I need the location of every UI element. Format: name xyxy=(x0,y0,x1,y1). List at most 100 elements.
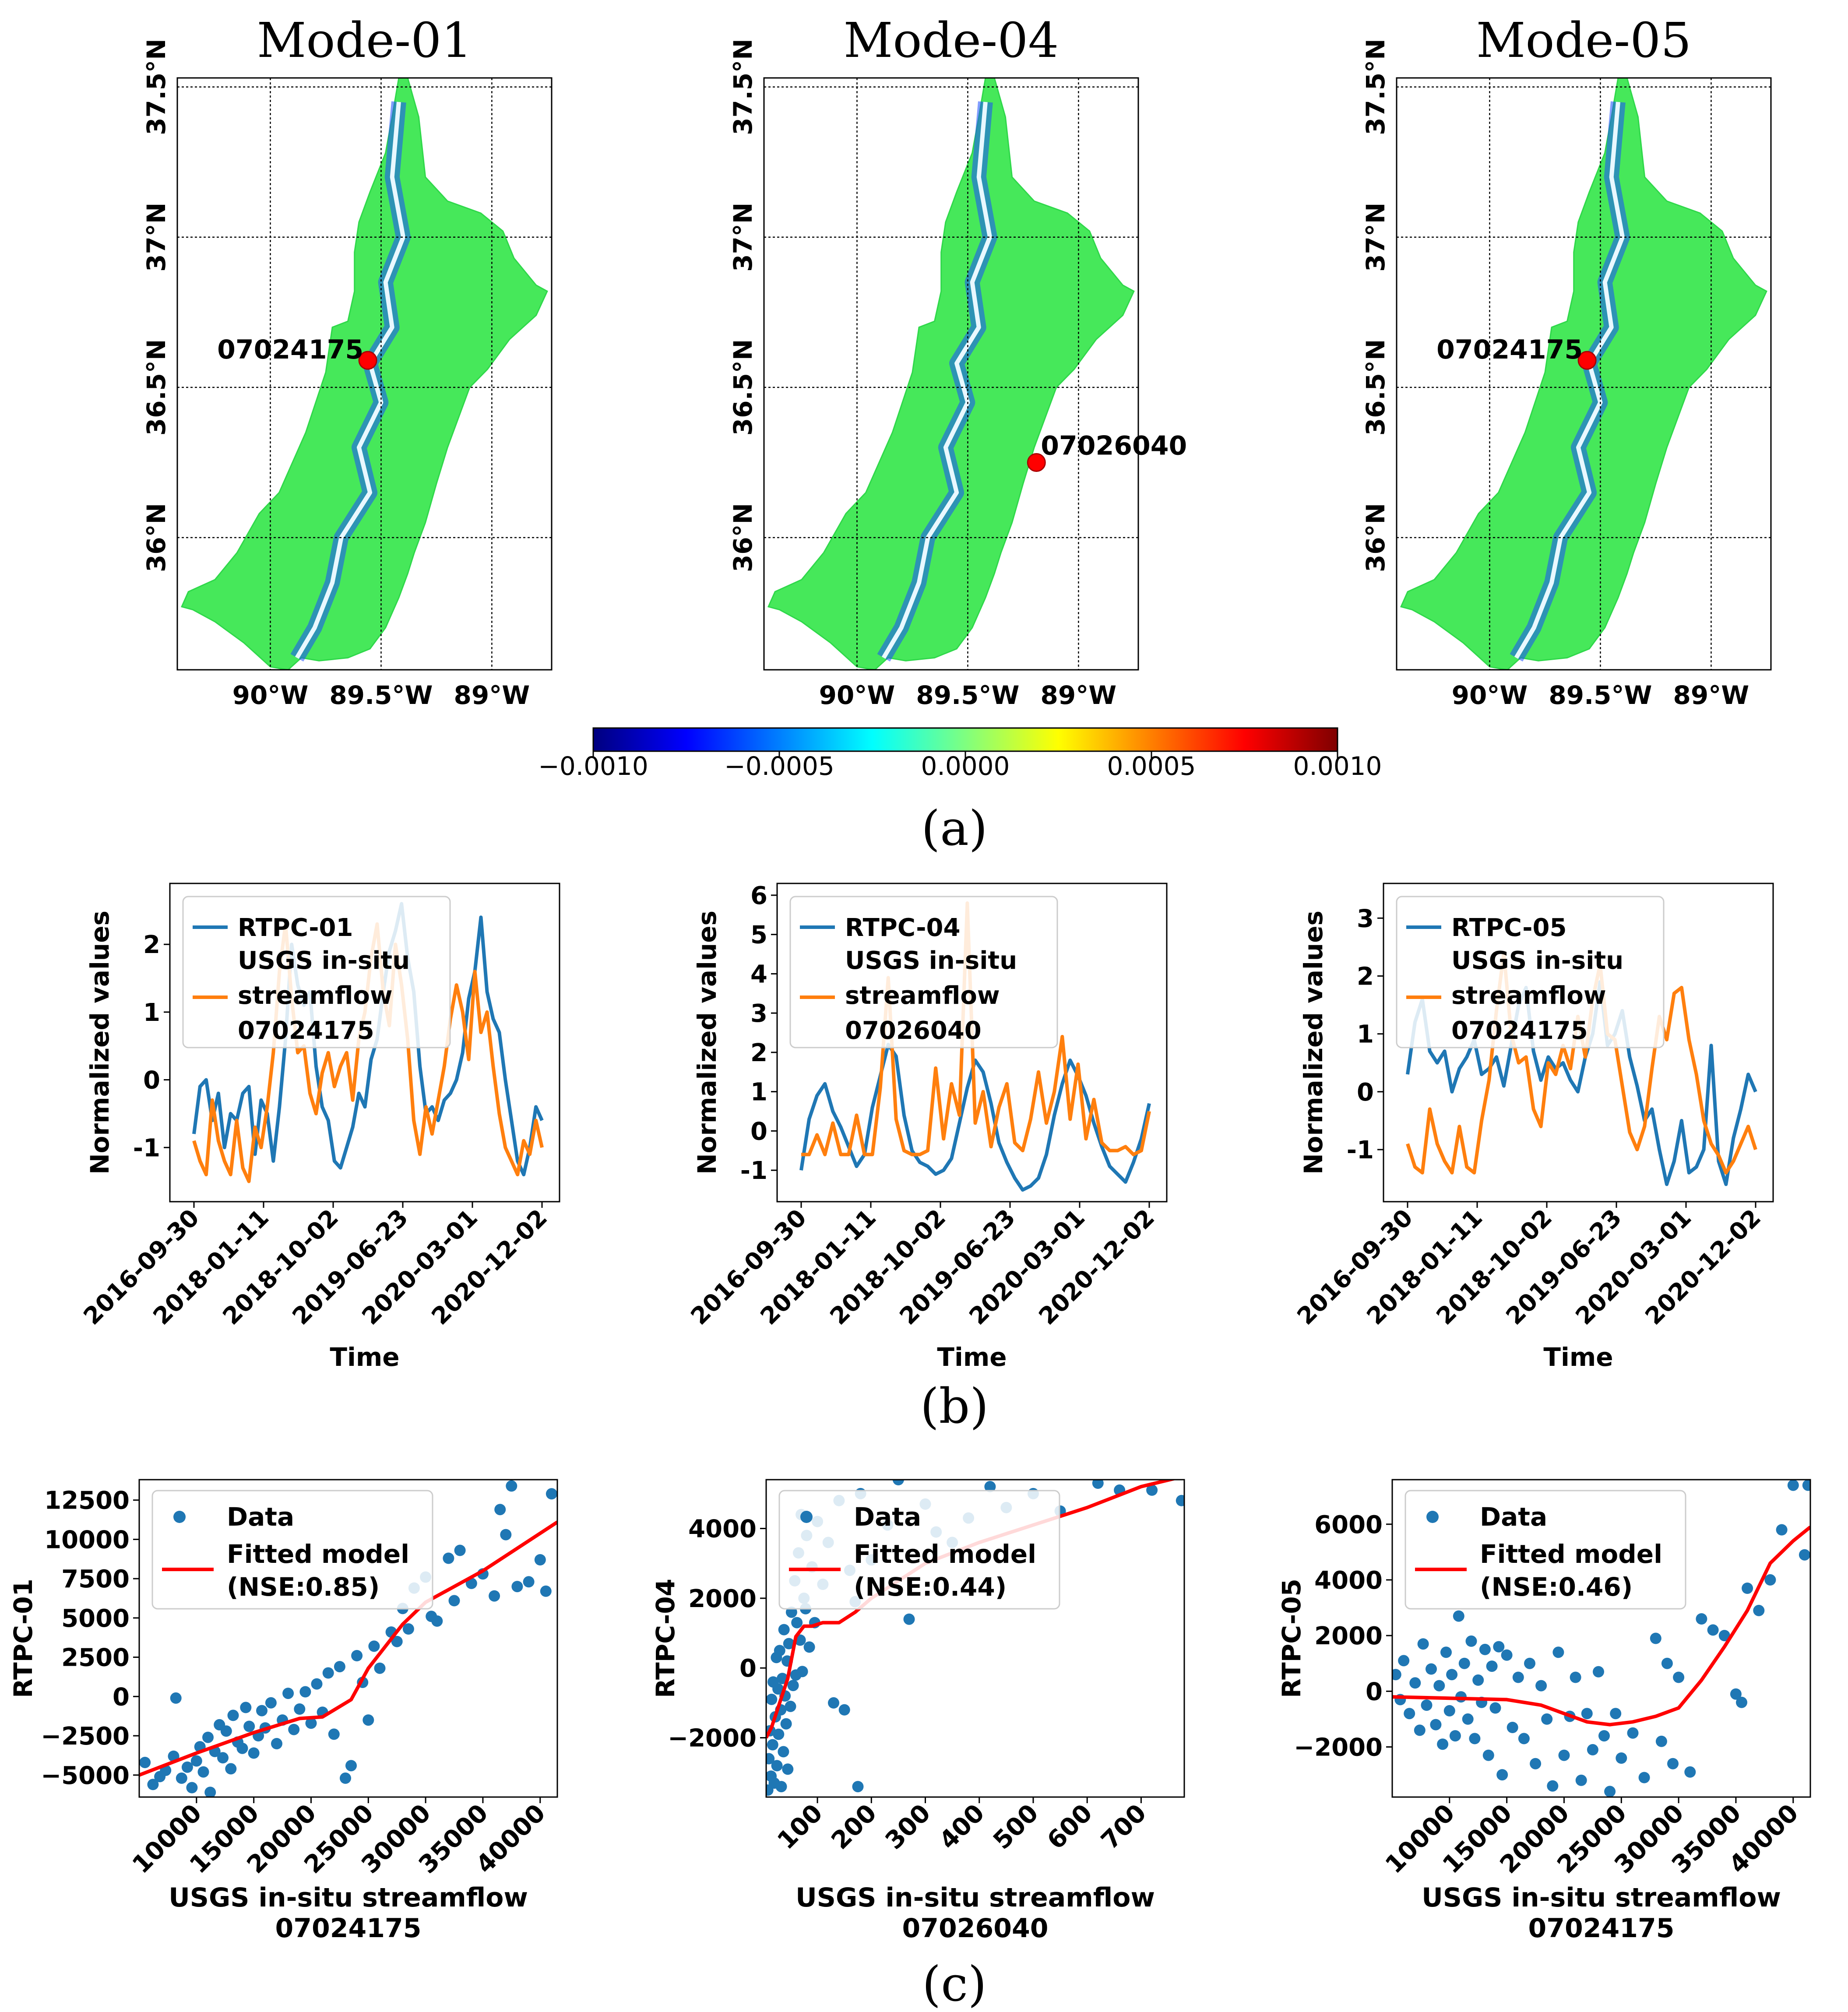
y-tick-label: 0 xyxy=(1357,1078,1374,1107)
x-axis-label-line: 07026040 xyxy=(902,1913,1049,1944)
y-axis-label: Normalized values xyxy=(692,911,722,1175)
x-tick-label: 700 xyxy=(1096,1799,1152,1855)
data-point xyxy=(1673,1671,1685,1683)
x-axis-label: Time xyxy=(1543,1342,1613,1372)
x-axis-label-line: 07024175 xyxy=(1528,1913,1675,1944)
data-point xyxy=(494,1504,506,1516)
data-point xyxy=(1479,1643,1491,1655)
data-point xyxy=(1496,1769,1508,1781)
data-point xyxy=(1440,1646,1452,1658)
data-point xyxy=(772,1683,784,1695)
data-point xyxy=(190,1755,202,1767)
data-point xyxy=(368,1640,380,1652)
watershed-area xyxy=(1400,77,1767,671)
data-point xyxy=(299,1686,311,1698)
colorbar-tick-label: 0.0005 xyxy=(1107,751,1196,781)
gauge-label: 07024175 xyxy=(1436,334,1583,365)
longitude-tick-label: 90°W xyxy=(1452,680,1528,710)
y-tick-label: 4 xyxy=(750,960,767,988)
data-point xyxy=(1430,1719,1442,1731)
data-point xyxy=(363,1714,374,1726)
data-point xyxy=(1486,1660,1498,1672)
legend-label-rtpc: RTPC-05 xyxy=(1451,914,1566,942)
y-axis-label: RTPC-01 xyxy=(8,1579,38,1698)
data-point xyxy=(220,1725,232,1737)
data-point xyxy=(1493,1641,1505,1653)
data-point xyxy=(1764,1574,1776,1586)
fitted-model-line xyxy=(1392,1525,1810,1727)
y-tick-label: 7500 xyxy=(61,1565,130,1593)
y-tick-label: −2000 xyxy=(668,1724,757,1753)
map-panel: Mode-05 36°N 36.5°N 37°N 37.5°N 90°W 89.5°W 89°… xyxy=(1361,12,1772,710)
longitude-tick-label: 89.5°W xyxy=(329,680,433,710)
data-point xyxy=(294,1703,306,1715)
map-title: Mode-04 xyxy=(844,12,1059,68)
data-point xyxy=(803,1641,815,1653)
x-tick-label: 400 xyxy=(934,1799,990,1855)
data-point xyxy=(204,1787,216,1797)
data-point xyxy=(1465,1635,1477,1647)
x-tick-label: 100 xyxy=(772,1799,828,1855)
fitted-model-line xyxy=(139,1520,557,1777)
data-point xyxy=(1638,1772,1650,1783)
data-point xyxy=(1392,1669,1401,1681)
data-point xyxy=(773,1728,785,1740)
data-point xyxy=(1524,1657,1535,1669)
data-point xyxy=(828,1697,839,1709)
rtpc-series-line xyxy=(1406,980,1757,1186)
data-point xyxy=(1453,1610,1464,1622)
data-point xyxy=(391,1636,403,1647)
data-point xyxy=(1552,1646,1564,1658)
data-point xyxy=(489,1590,500,1602)
plot-frame xyxy=(765,1479,1185,1798)
legend-label-fit-line: Fitted model xyxy=(227,1539,409,1569)
y-tick-label: 1 xyxy=(750,1078,767,1107)
x-tick-label: 300 xyxy=(880,1799,936,1855)
data-point xyxy=(1443,1705,1455,1717)
data-point xyxy=(796,1666,808,1678)
data-point xyxy=(374,1662,386,1674)
legend-box xyxy=(182,896,451,1048)
data-point xyxy=(1593,1666,1604,1678)
data-point xyxy=(1146,1484,1158,1496)
data-point xyxy=(523,1576,535,1588)
data-point xyxy=(1421,1699,1433,1711)
data-point xyxy=(1587,1744,1598,1755)
longitude-tick-label: 89.5°W xyxy=(916,680,1019,710)
y-tick-label: 1 xyxy=(143,999,160,1027)
data-point xyxy=(1661,1657,1673,1669)
data-point xyxy=(1092,1480,1104,1489)
y-tick-label: 0 xyxy=(750,1117,767,1146)
latitude-tick-label: 36.5°N xyxy=(728,339,758,436)
legend-label-rtpc: RTPC-04 xyxy=(845,914,960,942)
data-point xyxy=(1742,1583,1753,1594)
data-point xyxy=(1581,1708,1593,1720)
data-point xyxy=(1398,1655,1410,1667)
y-axis-label: RTPC-05 xyxy=(1277,1579,1306,1698)
data-point xyxy=(227,1709,239,1721)
legend-label-rtpc: RTPC-01 xyxy=(238,914,353,942)
watershed-area xyxy=(181,77,548,671)
legend-label-streamflow-line: streamflow xyxy=(845,981,1000,1010)
data-point xyxy=(256,1705,268,1717)
data-point xyxy=(1684,1766,1696,1778)
rtpc-series-line xyxy=(192,902,544,1177)
legend-swatch-data xyxy=(173,1511,186,1523)
x-tick-label: 500 xyxy=(988,1799,1044,1855)
y-axis-label: Normalized values xyxy=(85,911,115,1175)
latitude-tick-label: 37.5°N xyxy=(1361,39,1390,135)
y-tick-label: 2000 xyxy=(1314,1622,1383,1650)
latitude-tick-label: 37.5°N xyxy=(141,39,171,135)
data-point xyxy=(305,1717,317,1729)
data-point xyxy=(328,1728,340,1740)
legend-box xyxy=(1404,1490,1686,1610)
y-tick-label: 2 xyxy=(750,1039,767,1067)
legend-box xyxy=(151,1490,433,1610)
data-point xyxy=(1482,1749,1494,1761)
data-point xyxy=(766,1693,778,1705)
longitude-tick-label: 89.5°W xyxy=(1549,680,1652,710)
data-point xyxy=(540,1585,552,1597)
data-point xyxy=(903,1613,915,1625)
